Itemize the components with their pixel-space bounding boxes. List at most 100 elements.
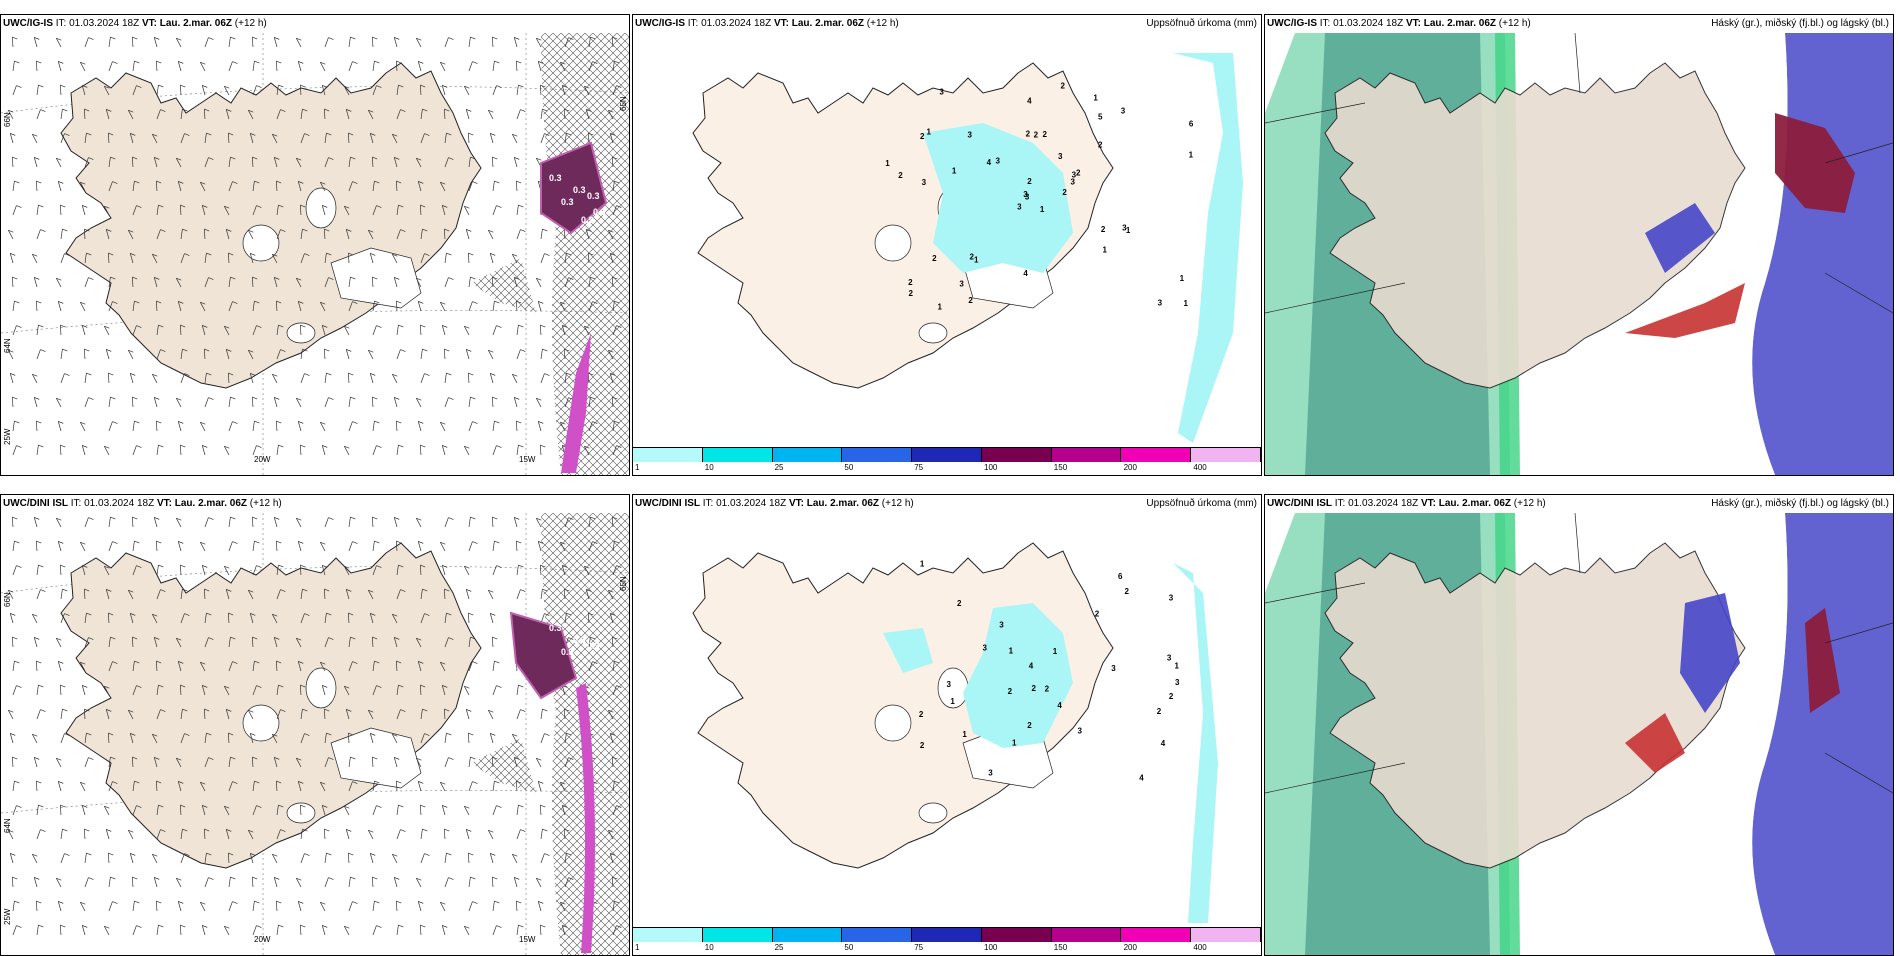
precip-value-label: 1 (1189, 151, 1194, 160)
precip-value-label: 3 (1175, 678, 1180, 687)
glacier-hofsjokull (305, 667, 337, 709)
panel-header: UWC/DINI ISL IT: 01.03.2024 18Z VT: Lau.… (1267, 498, 1546, 509)
precip-value-label: 1 (1053, 647, 1058, 656)
precip-value-label: 4 (1023, 269, 1028, 278)
precip-value-label: 3 (922, 178, 927, 187)
precip-value-label: 2 (1034, 130, 1039, 139)
legend-swatch (912, 928, 982, 942)
precip-value-label: 3 (1072, 170, 1077, 179)
precip-value-label: 2 (898, 171, 903, 180)
y-tick-64n: 64N (3, 338, 12, 353)
projection-lines (1265, 33, 1893, 314)
precip-value-label: 2 (919, 710, 924, 719)
cloud-map (1265, 33, 1893, 475)
precip-value-label: 3 (1070, 177, 1075, 186)
precip-value-label: 2 (1062, 188, 1067, 197)
legend-label: 25 (774, 463, 784, 472)
legend-swatch (1191, 928, 1261, 942)
y-tick-25w: 25W (3, 428, 12, 445)
cloud-map (1265, 513, 1893, 955)
precip-value-label: 2 (1169, 692, 1174, 701)
precip-map-panel-bottom: UWC/DINI ISL IT: 01.03.2024 18Z VT: Lau.… (632, 494, 1262, 956)
legend-swatch (1051, 448, 1122, 462)
precip-value-label: 1 (974, 256, 979, 265)
precip-value-label: 1 (1126, 226, 1131, 235)
legend-swatch (702, 448, 773, 462)
legend-label: 200 (1123, 463, 1137, 472)
contour-label: 0.3 (561, 197, 574, 207)
precip-value-label: 2 (1027, 721, 1032, 730)
precip-value-label: 3 (1111, 664, 1116, 673)
precip-value-label: 2 (1125, 587, 1130, 596)
precip-value-label: 2 (968, 296, 973, 305)
low-cloud-red-area (1625, 283, 1745, 338)
legend-label: 1 (635, 943, 640, 952)
clear-gap (1730, 513, 1788, 955)
iceland-landmass (60, 542, 482, 869)
precip-map: 1232311252313632123232322114221342332313… (692, 53, 1243, 443)
high-cloud-red-area (1775, 113, 1855, 213)
precip-value-label: 1 (1184, 299, 1189, 308)
glacier-vatnajokull (330, 247, 422, 309)
legend-label: 50 (844, 943, 854, 952)
precip-value-label: 1 (1180, 274, 1185, 283)
legend-label: 400 (1193, 463, 1207, 472)
legend-label: 100 (984, 463, 998, 472)
legend-color-bar (633, 927, 1261, 942)
precip-value-label: 2 (1027, 177, 1032, 186)
precip-value-label: 3 (1058, 152, 1063, 161)
wind-map: 0.30.30.30.30.30.3 (1, 33, 629, 475)
precip-value-label: 4 (1029, 662, 1034, 671)
precip-value-label: 2 (920, 741, 925, 750)
high-cloud-red-area (1805, 608, 1840, 713)
legend-label: 10 (704, 943, 714, 952)
x-tick-20w: 20W (254, 455, 271, 464)
legend-swatch (1121, 448, 1192, 462)
y-tick-64n: 64N (3, 818, 12, 833)
precip-value-label: 2 (957, 599, 962, 608)
glacier-langjokull (242, 224, 280, 262)
panel-right-title: Uppsöfnuð úrkoma (mm) (1146, 498, 1257, 509)
precip-value-label: 1 (1093, 94, 1098, 103)
precip-value-label: 2 (1032, 684, 1037, 693)
precip-value-label: 3 (1023, 190, 1028, 199)
y-tick-65n-right: 65N (619, 576, 628, 591)
precip-value-label: 6 (1189, 120, 1194, 129)
cloud-map-panel-top: UWC/IG-IS IT: 01.03.2024 18Z VT: Lau. 2.… (1264, 14, 1894, 476)
precip-value-label: 1 (952, 167, 957, 176)
precip-value-label: 1 (1012, 738, 1017, 747)
contour-label: 0.3 (587, 191, 600, 201)
precip-value-label: 2 (1026, 129, 1031, 138)
precip-value-label: 3 (946, 680, 951, 689)
panel-right-title: Háský (gr.), miðský (fj.bl.) og lágský (… (1711, 18, 1889, 29)
contour-label: 0.3 (549, 623, 562, 633)
precip-value-label: 3 (1121, 106, 1126, 115)
x-tick-15w: 15W (519, 455, 536, 464)
wind-map-panel-top: UWC/IG-IS IT: 01.03.2024 18Z VT: Lau. 2.… (0, 14, 630, 476)
precip-value-label: 3 (1077, 726, 1082, 735)
contour-label: 0.3 (549, 173, 562, 183)
mid-cloud-patch (1680, 593, 1740, 713)
glacier-hofsjokull (305, 187, 337, 229)
hatched-region-coast (471, 258, 536, 313)
precip-value-label: 2 (1043, 130, 1048, 139)
precip-value-label: 1 (1175, 662, 1180, 671)
precip-value-label: 4 (1027, 97, 1032, 106)
legend-swatch (1191, 448, 1261, 462)
x-tick-15w: 15W (519, 935, 536, 944)
precip-value-label: 4 (1139, 773, 1144, 782)
glacier-myrdalsjokull (918, 802, 948, 824)
legend-label: 25 (774, 943, 784, 952)
legend-label: 150 (1053, 943, 1068, 952)
precip-value-label: 2 (1095, 610, 1100, 619)
precip-value-label: 2 (1098, 141, 1103, 150)
legend-swatch (633, 928, 703, 942)
precip-areas (883, 563, 1218, 923)
precip-rate-area (540, 141, 608, 235)
precip-value-label: 3 (959, 279, 964, 288)
precip-value-label: 3 (1017, 203, 1022, 212)
legend-label: 200 (1123, 943, 1137, 952)
precip-map-panel-top: UWC/IG-IS IT: 01.03.2024 18Z VT: Lau. 2.… (632, 14, 1262, 476)
contour-label: 0.3 (573, 635, 586, 645)
